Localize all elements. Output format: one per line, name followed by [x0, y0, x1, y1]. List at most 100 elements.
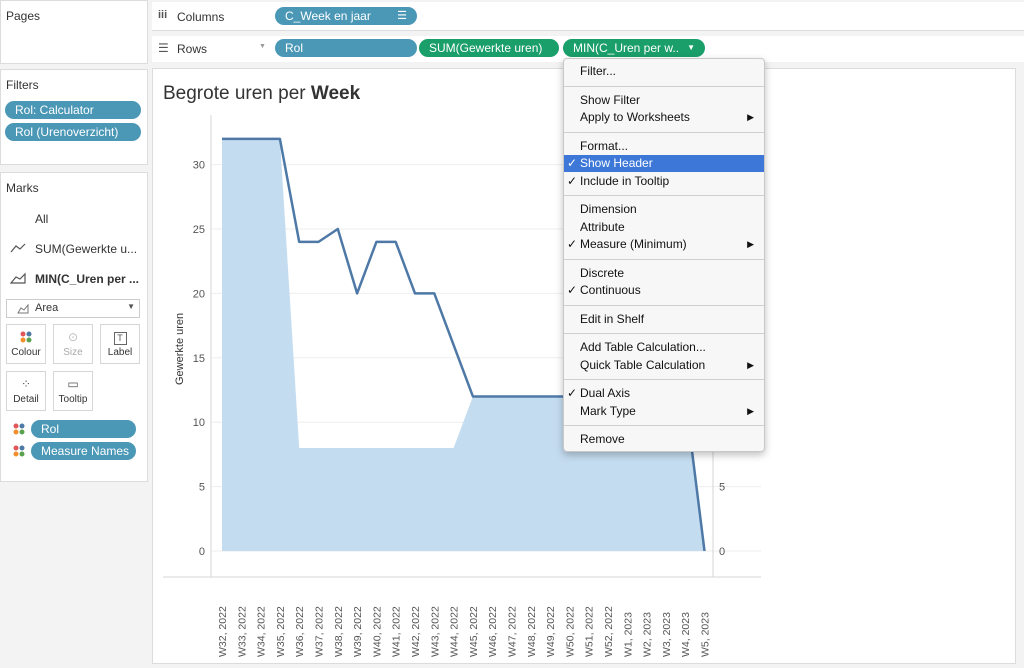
checkmark-icon: ✓	[567, 283, 578, 297]
menu-item-attribute[interactable]: Attribute	[564, 219, 764, 236]
card-label: Label	[107, 347, 133, 358]
menu-item-measure-minimum[interactable]: ✓ Measure (Minimum) ▶	[564, 236, 764, 253]
checkmark-icon: ✓	[567, 173, 578, 188]
chevron-down-icon: ▼	[259, 43, 266, 50]
tooltip-card[interactable]: ▭ Tooltip	[53, 371, 93, 411]
marks-row-min[interactable]: MIN(C_Uren per ...	[1, 269, 147, 291]
detail-icon: ⁘	[20, 377, 32, 391]
menu-item-dimension[interactable]: Dimension	[564, 201, 764, 218]
checkmark-icon: ✓	[567, 237, 578, 251]
menu-item-label: Add Table Calculation...	[580, 340, 706, 354]
colour-card[interactable]: Colour	[6, 324, 46, 364]
menu-item-add-table-calculation[interactable]: Add Table Calculation...	[564, 339, 764, 356]
menu-item-label: Dual Axis	[580, 386, 631, 400]
menu-item-label: Discrete	[580, 265, 625, 280]
line-mark-icon	[10, 243, 26, 253]
menu-item-quick-table-calculation[interactable]: Quick Table Calculation ▶	[564, 357, 764, 374]
size-card[interactable]: ⊙ Size	[53, 324, 93, 364]
menu-item-label: Attribute	[580, 219, 625, 234]
x-tick-label: W48, 2022	[526, 606, 538, 657]
card-label: Size	[63, 347, 83, 358]
menu-item-filter[interactable]: Filter...	[564, 63, 764, 80]
marks-row-all[interactable]: All	[1, 209, 147, 231]
tooltip-icon: ▭	[67, 377, 79, 391]
menu-item-mark-type[interactable]: Mark Type ▶	[564, 403, 764, 420]
y-tick-label: 15	[193, 353, 205, 365]
x-tick-label: W38, 2022	[333, 606, 345, 657]
y-tick-label: 5	[199, 482, 205, 494]
marks-field-pill[interactable]: Rol	[31, 420, 136, 438]
menu-separator	[564, 195, 764, 196]
marks-panel: Marks All SUM(Gewerkte u... MIN(C_Uren p…	[0, 172, 148, 482]
rows-shelf: ☰ Rows ▼ Rol SUM(Gewerkte uren) MIN(C_Ur…	[152, 36, 1024, 62]
x-tick-label: W2, 2023	[642, 612, 654, 657]
colour-icon	[13, 423, 25, 435]
menu-item-discrete[interactable]: Discrete	[564, 265, 764, 282]
label-card[interactable]: T Label	[100, 324, 140, 364]
filters-panel: Filters Rol: Calculator Rol (Urenoverzic…	[0, 69, 148, 165]
size-icon: ⊙	[67, 330, 79, 344]
x-tick-label: W43, 2022	[429, 606, 441, 657]
filters-title: Filters	[6, 78, 39, 92]
menu-item-label: Dimension	[580, 202, 637, 216]
menu-separator	[564, 85, 764, 87]
x-tick-label: W49, 2022	[545, 606, 557, 657]
rows-icon: ☰	[158, 41, 169, 55]
detail-card[interactable]: ⁘ Detail	[6, 371, 46, 411]
mark-type-dropdown[interactable]: Area ▼	[6, 299, 140, 318]
columns-pill[interactable]: C_Week en jaar ☰	[275, 7, 417, 25]
x-tick-label: W44, 2022	[449, 606, 461, 657]
menu-item-label: Remove	[580, 432, 625, 446]
card-label: Tooltip	[58, 394, 88, 405]
rows-pill-sum[interactable]: SUM(Gewerkte uren)	[419, 39, 559, 57]
x-tick-label: W5, 2023	[700, 612, 712, 657]
x-tick-label: W35, 2022	[275, 606, 287, 657]
label-icon: T	[101, 325, 139, 347]
area-mark-icon	[10, 272, 26, 284]
menu-separator	[564, 131, 764, 133]
x-tick-label: W52, 2022	[603, 606, 615, 657]
menu-item-show-filter[interactable]: Show Filter	[564, 92, 764, 109]
x-tick-label: W34, 2022	[256, 606, 268, 657]
columns-pill-label: C_Week en jaar	[285, 9, 371, 23]
menu-separator	[564, 379, 764, 380]
rows-pill-min-label: MIN(C_Uren per w..	[573, 41, 680, 55]
menu-item-include-in-tooltip[interactable]: ✓ Include in Tooltip	[564, 173, 764, 190]
viz-title-bold: Week	[310, 83, 361, 104]
x-tick-label: W37, 2022	[314, 606, 326, 657]
menu-item-label: Mark Type	[580, 403, 636, 418]
menu-item-remove[interactable]: Remove	[564, 431, 764, 448]
marks-row-label: MIN(C_Uren per ...	[35, 272, 140, 286]
rows-label: Rows	[177, 42, 208, 56]
x-tick-label: W39, 2022	[352, 606, 364, 657]
columns-icon: iii	[158, 9, 168, 21]
submenu-arrow-icon: ▶	[747, 239, 754, 249]
y-tick-label: 30	[193, 160, 205, 172]
menu-item-continuous[interactable]: ✓ Continuous	[564, 282, 764, 299]
filter-pill[interactable]: Rol (Urenoverzicht)	[5, 123, 141, 141]
context-menu: Filter... Show Filter Apply to Worksheets ▶…	[563, 58, 765, 452]
chevron-down-icon: ▼	[127, 302, 135, 311]
filter-pill[interactable]: Rol: Calculator	[5, 101, 141, 119]
y-tick-label: 25	[193, 224, 205, 236]
right-y-tick-label: 5	[719, 482, 725, 494]
menu-item-show-header[interactable]: ✓ Show Header	[564, 155, 764, 172]
marks-row-sum[interactable]: SUM(Gewerkte u...	[1, 239, 147, 261]
menu-item-format[interactable]: Format...	[564, 138, 764, 155]
columns-label: Columns	[177, 10, 225, 24]
x-tick-label: W36, 2022	[294, 606, 306, 657]
rows-pill-min[interactable]: MIN(C_Uren per w.. ▼	[563, 39, 705, 57]
menu-item-apply-to-worksheets[interactable]: Apply to Worksheets ▶	[564, 109, 764, 126]
menu-separator	[564, 304, 764, 306]
y-tick-label: 20	[193, 288, 205, 300]
x-tick-label: W50, 2022	[564, 606, 576, 657]
menu-item-label: Measure (Minimum)	[580, 237, 687, 251]
menu-item-dual-axis[interactable]: ✓ Dual Axis	[564, 385, 764, 402]
x-tick-label: W3, 2023	[661, 612, 673, 657]
menu-item-edit-in-shelf[interactable]: Edit in Shelf	[564, 311, 764, 328]
y-tick-label: 0	[199, 546, 205, 558]
submenu-arrow-icon: ▶	[747, 359, 754, 370]
rows-pill-rol[interactable]: Rol	[275, 39, 417, 57]
marks-field-pill[interactable]: Measure Names	[31, 442, 136, 460]
menu-item-label: Filter...	[580, 64, 617, 78]
